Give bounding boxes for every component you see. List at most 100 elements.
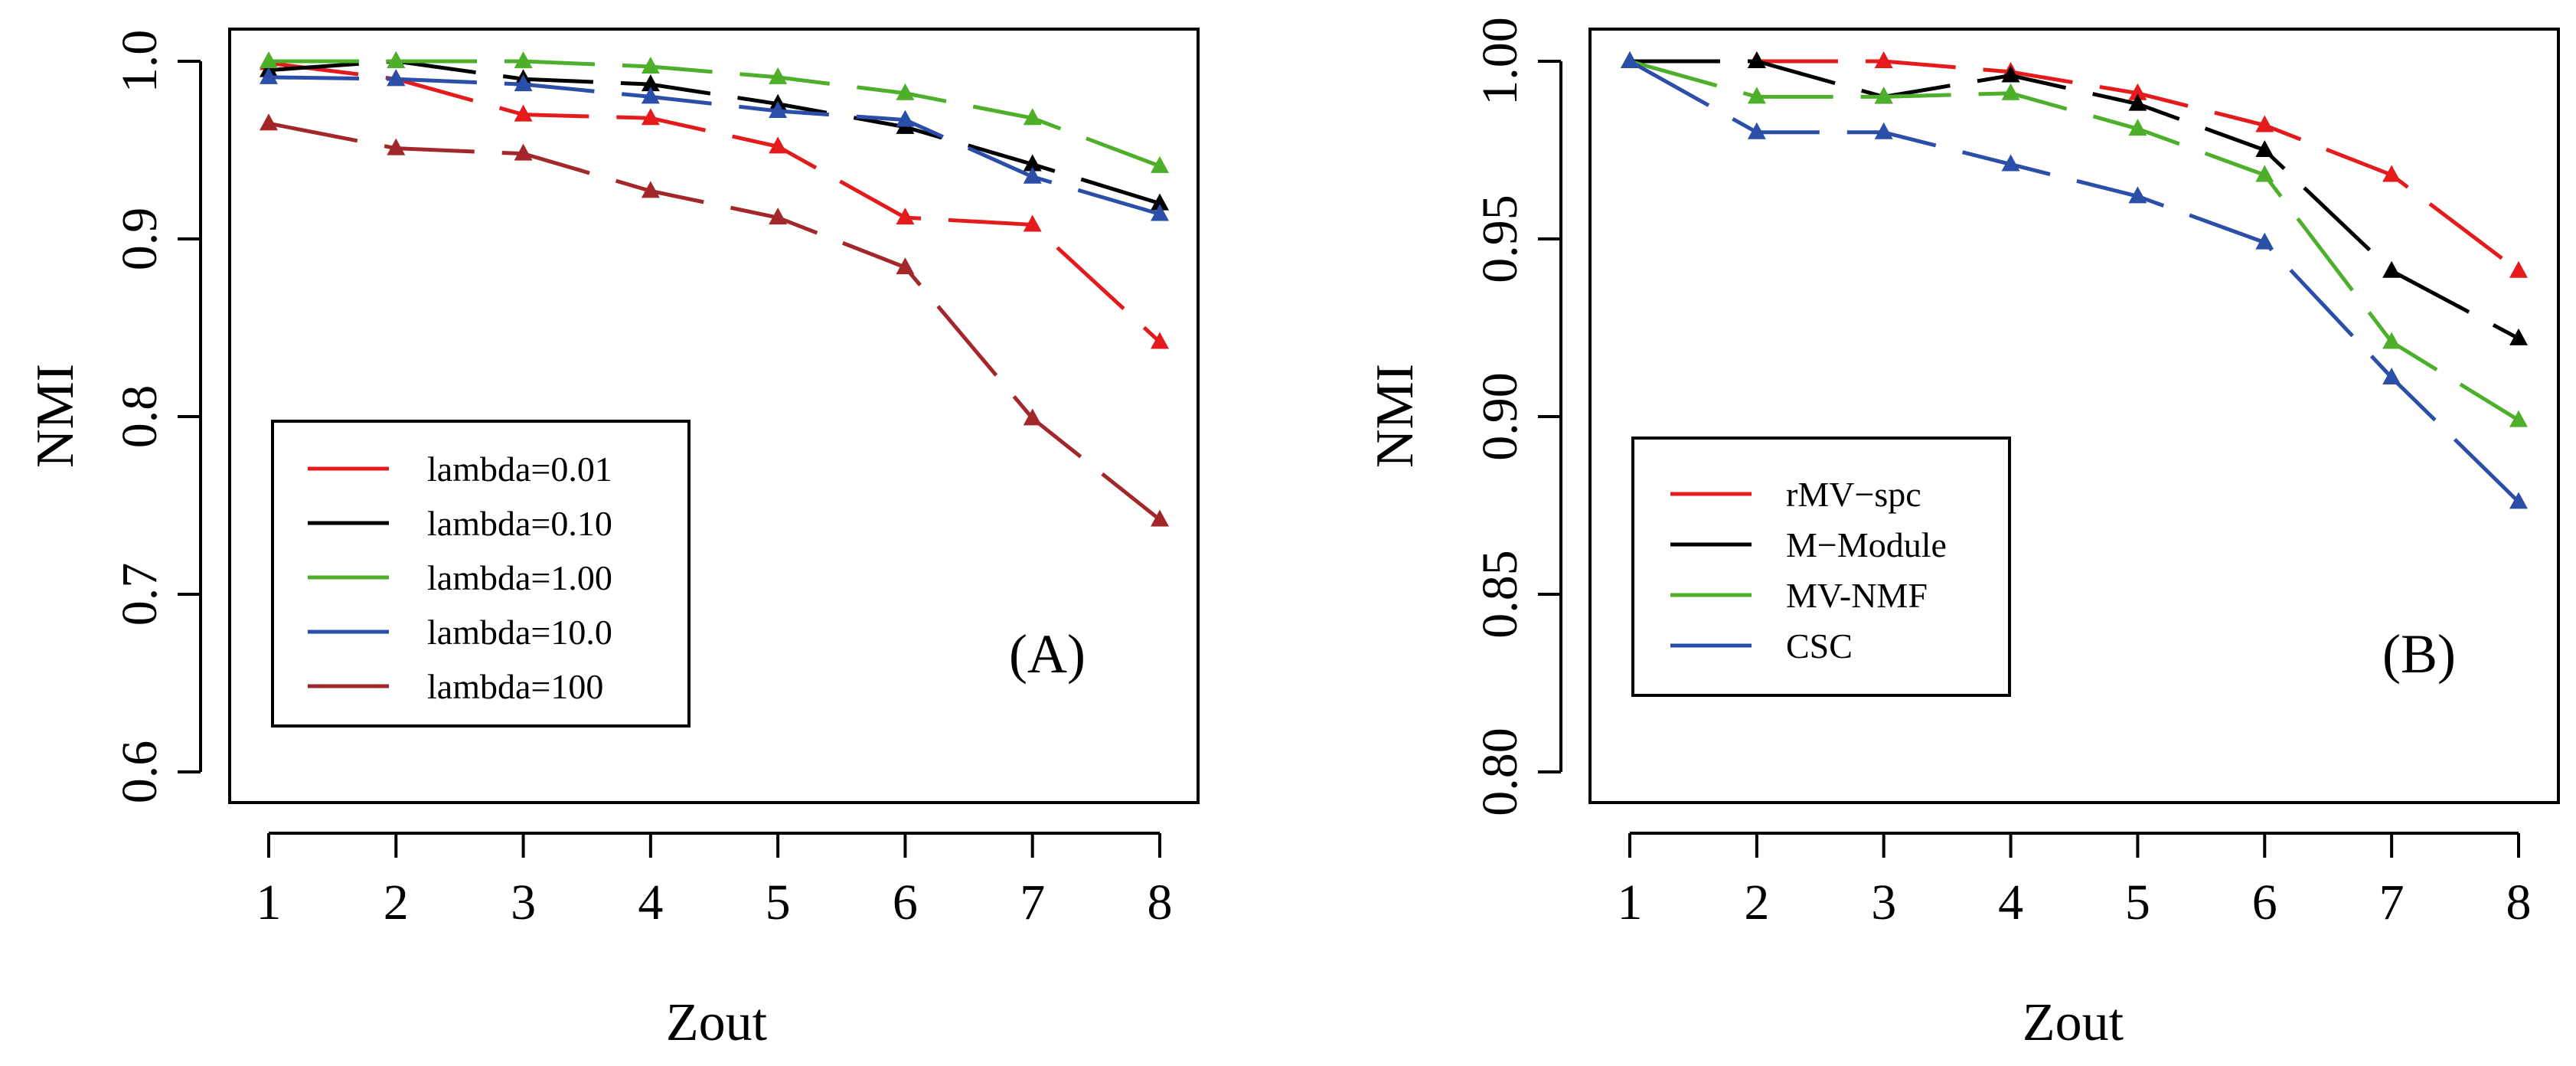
series-line-a-1 [268,60,1161,344]
x-tick-label-a: 2 [384,875,409,930]
legend-box-a [271,420,691,728]
x-tick-label-a: 8 [1148,875,1173,930]
data-point-a-5 [1151,509,1169,527]
data-point-b-3 [1874,87,1893,104]
series-line-a-2 [268,59,1161,205]
panel-b: 1 2 3 4 5 6 7 8 0.80 0.85 0.90 0.95 1.00 NMI Zout (B… [1366,17,2560,1052]
legend-label-a-4: lambda=10.0 [427,613,612,652]
x-tick-label-b: 1 [1618,875,1643,930]
x-tick-label-a: 1 [256,875,282,930]
data-point-a-1 [641,108,660,126]
panel-label-b: (B) [2382,623,2456,685]
y-tick-label-a: 1.0 [112,30,168,93]
x-axis-title-b: Zout [2023,993,2124,1052]
data-point-a-2 [1023,154,1042,172]
x-tick-label-a: 7 [1020,875,1045,930]
data-point-a-4 [514,74,533,92]
data-point-b-4 [2382,367,2401,384]
data-point-a-3 [1151,155,1169,173]
y-tick-label-b: 0.85 [1472,550,1528,639]
data-point-b-4 [2509,492,2528,509]
data-point-b-2 [2128,93,2147,111]
data-point-a-1 [769,136,788,154]
data-point-a-5 [896,257,915,275]
x-tick-label-a: 4 [638,875,663,930]
legend-label-b-4: CSC [1786,626,1853,665]
data-point-a-3 [896,83,915,100]
data-point-b-3 [2128,119,2147,136]
data-point-a-2 [641,74,660,92]
data-point-a-1 [514,104,533,122]
x-tick-label-a: 5 [766,875,791,930]
data-point-a-5 [641,181,660,198]
data-point-a-5 [260,113,278,131]
data-point-b-4 [1747,122,1766,139]
data-point-a-4 [1151,204,1169,221]
data-point-b-2 [2509,328,2528,345]
x-tick-label-b: 6 [2252,875,2277,930]
data-point-a-1 [1023,214,1042,232]
data-point-b-4 [2001,154,2020,172]
legend-label-b-1: rMV−spc [1786,475,1921,514]
panel-label-a: (A) [1009,623,1086,685]
y-axis-title-a: NMI [26,364,85,468]
plot-frame-a [228,28,1200,804]
x-axis-title-a: Zout [666,993,768,1052]
data-point-b-2 [2255,140,2274,157]
y-tick-label-a: 0.9 [112,208,168,271]
data-point-b-1 [1874,51,1893,68]
data-point-a-3 [641,56,660,74]
x-tick-label-b: 8 [2506,875,2532,930]
series-line-a-4 [268,75,1161,216]
data-point-a-4 [896,110,915,127]
data-point-a-3 [769,67,788,84]
data-point-b-3 [2255,165,2274,182]
plot-frame-b [1588,28,2560,804]
panel-a: 1 2 3 4 5 6 7 8 0.6 0.7 0.8 0.9 1.0 NMI Zout (A) lam… [26,28,1200,1052]
data-point-b-1 [2128,83,2147,100]
y-tick-label-b: 1.00 [1472,17,1528,106]
x-tick-label-b: 2 [1744,875,1769,930]
data-point-a-4 [641,87,660,104]
data-point-a-3 [1023,108,1042,126]
x-tick-label-b: 3 [1871,875,1896,930]
x-tick-label-a: 6 [893,875,918,930]
legend-label-a-3: lambda=1.00 [427,558,612,597]
x-tick-label-b: 7 [2379,875,2405,930]
x-tick-label-b: 4 [1998,875,2023,930]
data-point-a-4 [387,69,406,87]
axes-b: 1 2 3 4 5 6 7 8 0.80 0.85 0.90 0.95 1.00 [1472,17,2532,930]
data-point-b-3 [2382,332,2401,349]
legend-b: rMV−spc M−Module MV-NMF CSC [1631,437,2011,697]
legend-label-a-2: lambda=0.10 [427,504,612,543]
data-point-a-2 [1151,193,1169,211]
legend-box-b [1631,437,2011,697]
y-axis-title-b: NMI [1366,364,1425,468]
data-point-b-3 [1747,87,1766,104]
data-point-a-3 [260,51,278,68]
data-point-a-4 [1023,166,1042,184]
legend-label-a-1: lambda=0.01 [427,450,612,489]
data-point-a-5 [387,138,406,155]
data-point-a-5 [514,143,533,161]
data-point-b-2 [2001,65,2020,83]
data-point-b-1 [2255,115,2274,132]
data-point-b-3 [2509,410,2528,427]
data-point-b-4 [2128,186,2147,204]
data-point-a-4 [260,67,278,84]
x-tick-label-a: 3 [511,875,536,930]
y-tick-label-b: 0.90 [1472,372,1528,461]
data-point-b-1 [2382,165,2401,182]
data-point-b-4 [2255,232,2274,250]
data-point-b-4 [1621,51,1639,68]
data-point-a-5 [769,208,788,225]
axes-a: 1 2 3 4 5 6 7 8 0.6 0.7 0.8 0.9 1.0 [112,30,1173,930]
legend-label-a-5: lambda=100 [427,667,603,706]
data-point-b-2 [2382,260,2401,278]
y-tick-label-b: 0.80 [1472,728,1528,816]
data-point-a-1 [896,208,915,225]
data-point-b-1 [2509,260,2528,278]
series-group-b [1621,51,2528,509]
data-point-b-3 [2001,83,2020,100]
